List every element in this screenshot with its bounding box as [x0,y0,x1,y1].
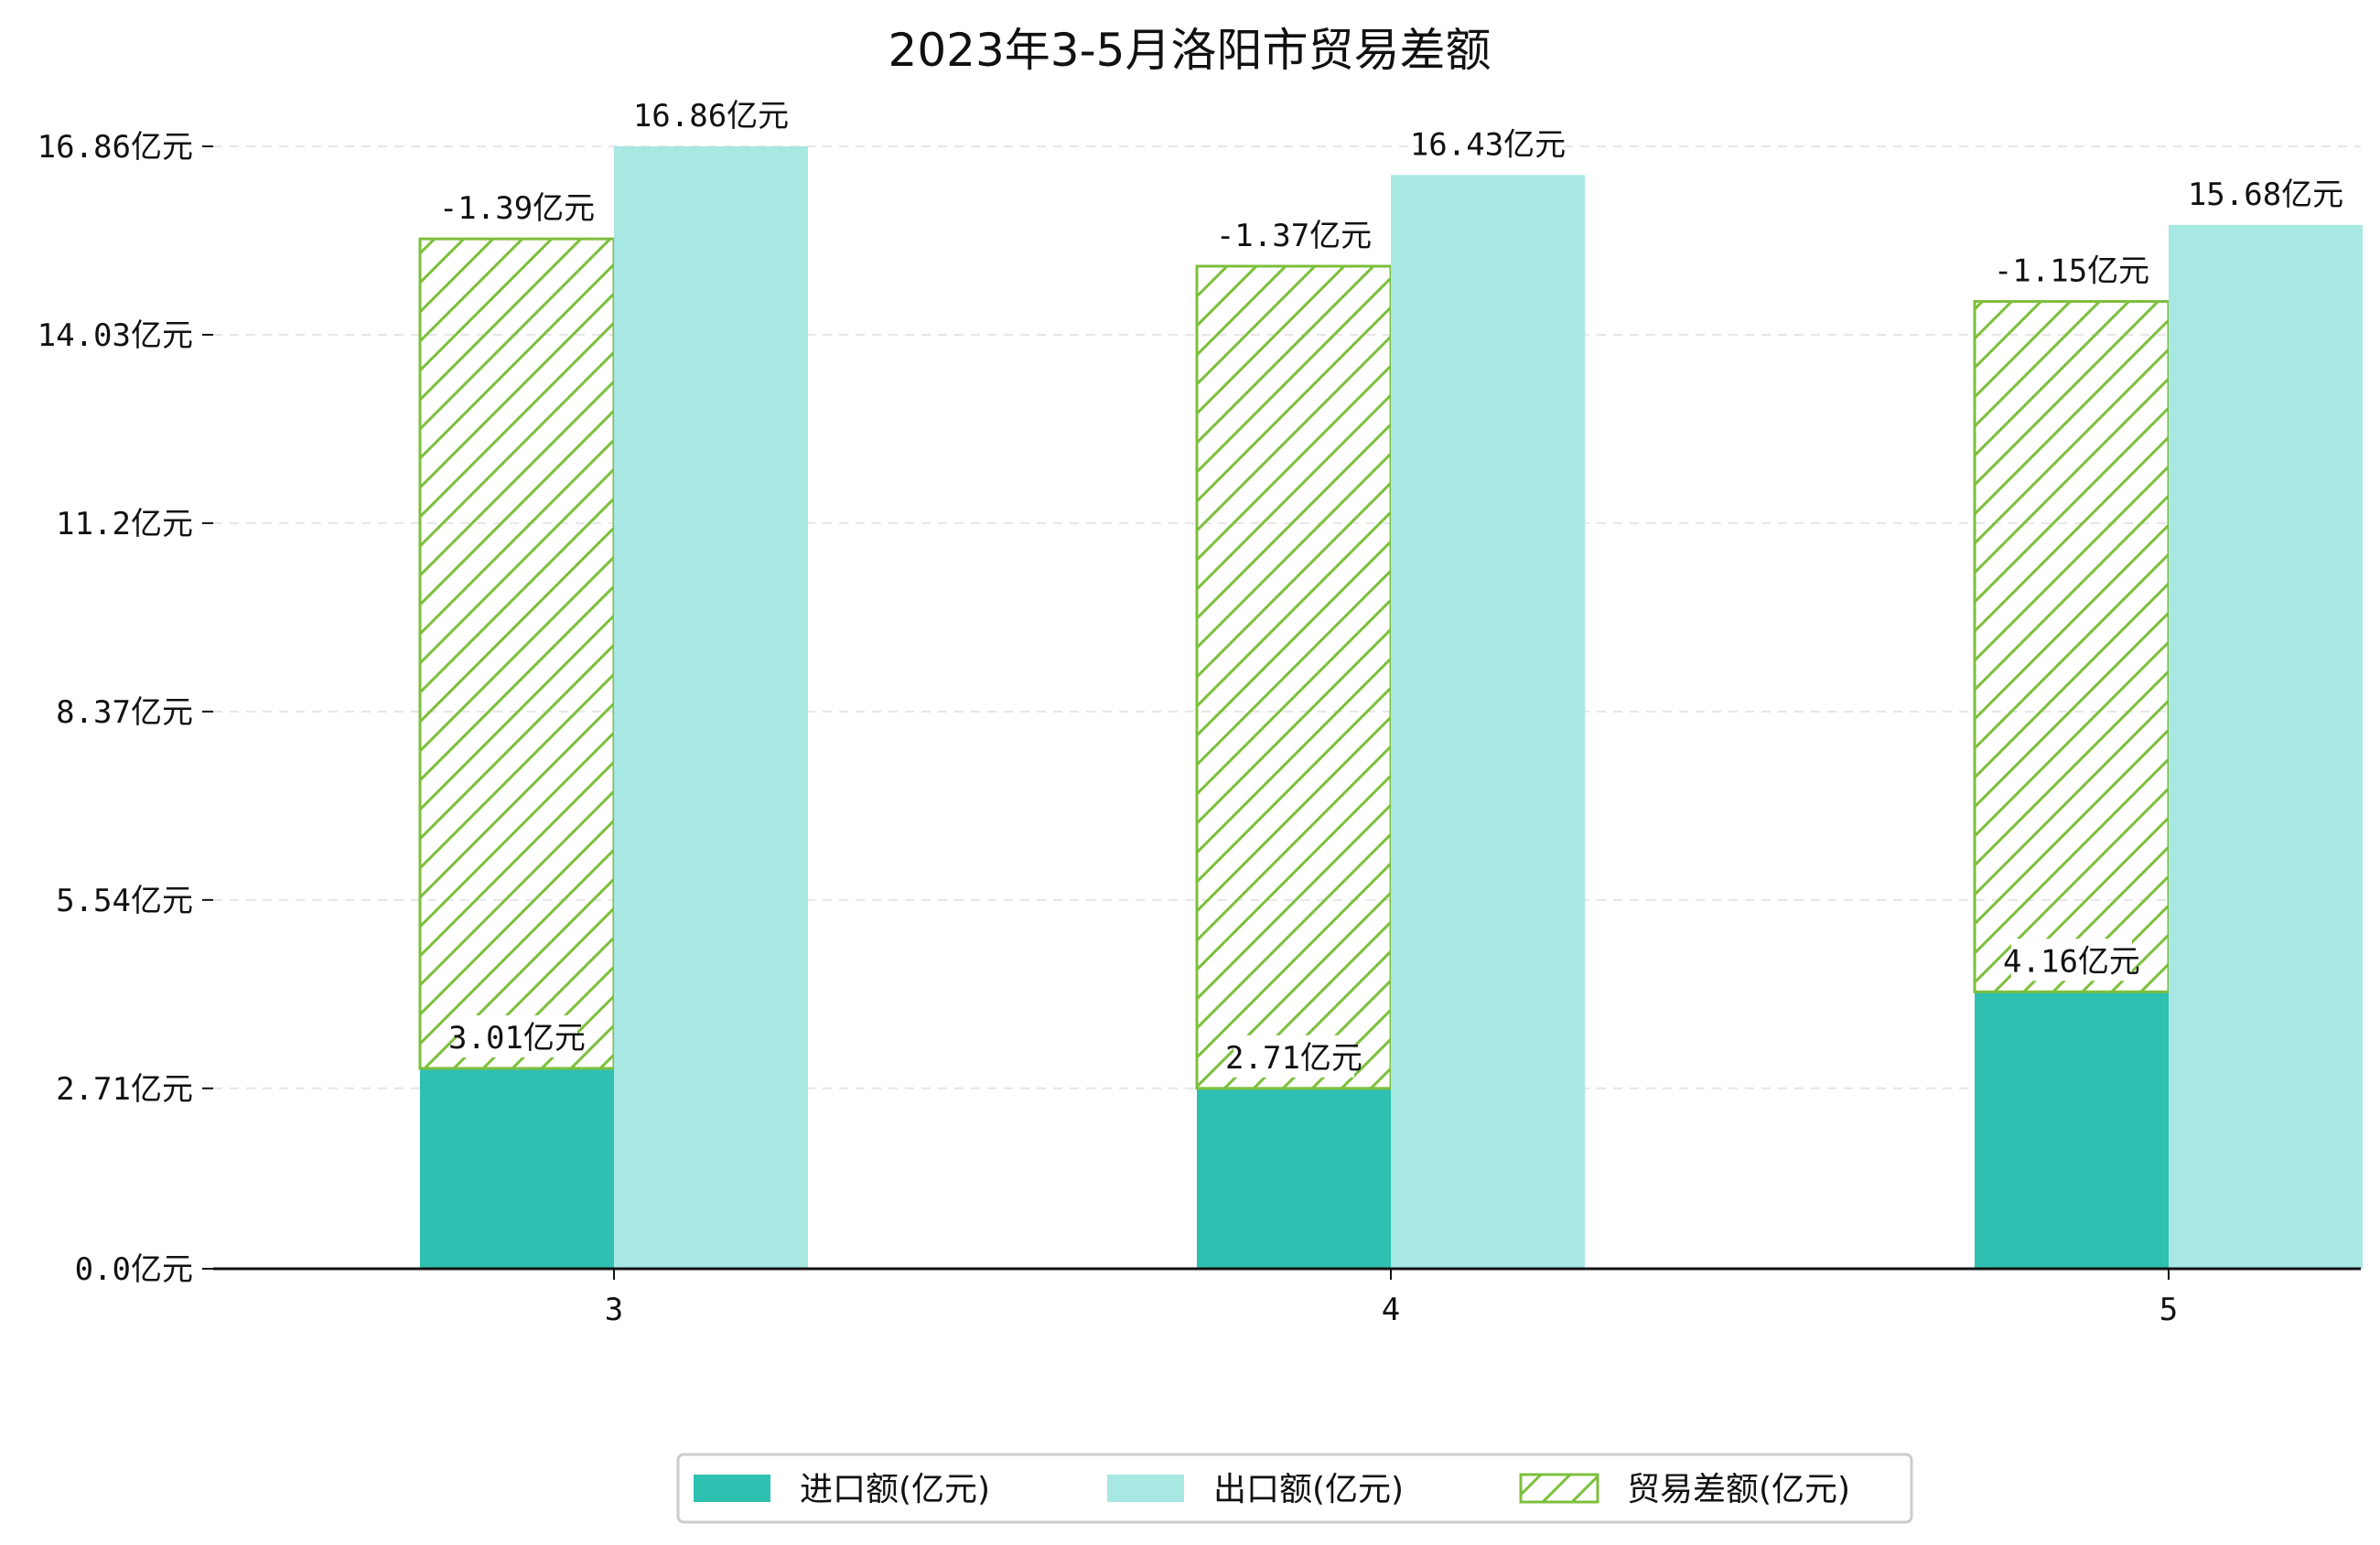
balance-value-label: -1.39亿元 [439,190,595,227]
trade-balance-bar [1973,300,2170,993]
y-tick-label: 8.37亿元 [56,694,193,731]
legend-swatch [1519,1473,1599,1504]
export-bar [2169,224,2363,1269]
import-bar [1197,1088,1391,1269]
balance-value-label: -1.15亿元 [1994,253,2149,290]
trade-balance-bar [1195,264,1393,1090]
import-value-label-bg [1233,1035,1354,1078]
export-value-label: 15.68亿元 [2188,177,2343,213]
y-tick-label: 16.86亿元 [38,129,193,166]
chart-title: 2023年3-5月洛阳市贸易差额 [888,24,1492,77]
data-labels-layer: 3.01亿元 16.86亿元 -1.39亿元 2.71亿元 16.43亿元 -1.37亿元… [439,93,2343,1078]
legend-box [676,1453,1913,1524]
x-tick-label: 3 [605,1292,623,1328]
y-tick-label: 5.54亿元 [56,883,193,919]
import-bar [420,1068,614,1269]
y-tick-label: 0.0亿元 [75,1251,193,1288]
export-value-label-bg [1419,122,1556,165]
legend: 进口额(亿元) 出口额(亿元) 贸易差额(亿元) [676,1453,1913,1524]
import-value-label: 2.71亿元 [1225,1040,1362,1077]
export-bar [1391,175,1585,1270]
balance-value-label-bg [2003,248,2140,291]
x-tick-label: 4 [1382,1292,1400,1328]
x-tick-label: 5 [2159,1292,2178,1328]
export-value-label: 16.86亿元 [633,98,789,134]
y-tick-label: 14.03亿元 [38,317,193,354]
legend-label: 进口额(亿元) [800,1471,990,1508]
import-bar [1975,992,2169,1269]
trade-balance-bar [418,237,616,1070]
axes-layer: 0.0亿元 2.71亿元 5.54亿元 8.37亿元 11.2亿元 14.03亿元 16.8… [38,129,2361,1328]
legend-label: 出口额(亿元) [1213,1471,1404,1508]
y-tick-label: 2.71亿元 [56,1071,193,1108]
y-tick-label: 11.2亿元 [56,506,193,542]
import-value-label: 3.01亿元 [448,1020,586,1057]
legend-swatch [1107,1475,1184,1502]
export-value-label-bg [642,93,780,135]
import-value-label-bg [2011,939,2132,982]
legend-label: 贸易差额(亿元) [1627,1471,1850,1508]
balance-value-label-bg [448,186,586,229]
export-bar [614,146,808,1269]
balance-value-label-bg [1225,212,1362,255]
import-value-label: 4.16亿元 [2003,943,2140,980]
export-value-label: 16.43亿元 [1410,126,1566,163]
export-value-label-bg [2197,171,2334,214]
legend-swatch [694,1475,770,1502]
bars-layer [418,146,2363,1270]
import-value-label-bg [457,1014,577,1057]
balance-value-label: -1.37亿元 [1216,218,1372,254]
